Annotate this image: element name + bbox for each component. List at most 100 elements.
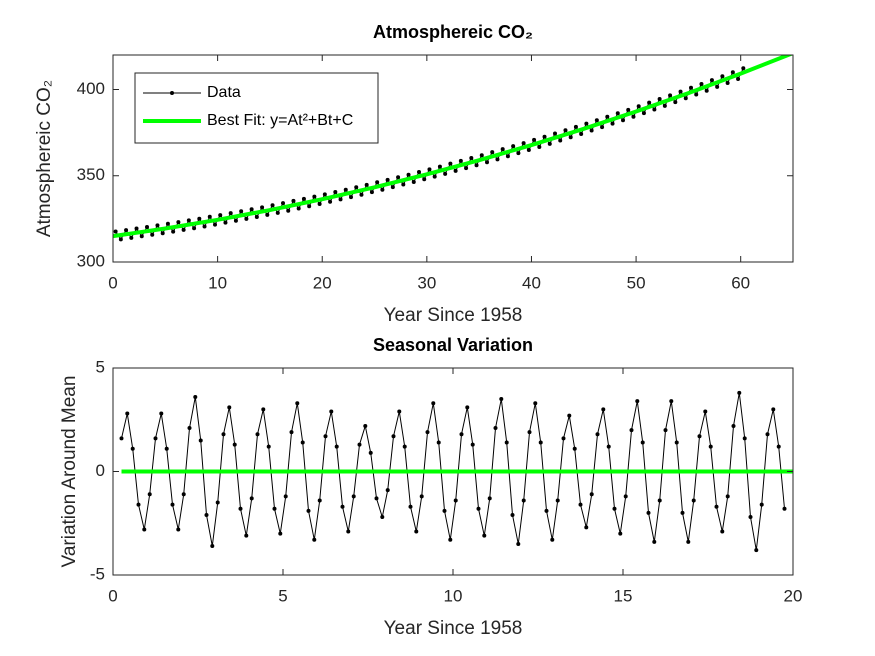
data-point [385, 488, 390, 493]
data-point [708, 444, 713, 449]
data-point [621, 118, 625, 123]
data-point [636, 104, 641, 109]
data-point [526, 148, 531, 153]
x-tick-label: 15 [614, 586, 633, 605]
data-point [704, 88, 709, 93]
data-point [579, 132, 584, 137]
data-point [453, 498, 458, 503]
data-point [640, 440, 645, 445]
data-point [171, 229, 176, 234]
data-point [683, 96, 688, 101]
data-point [474, 163, 479, 168]
y-tick-label: -5 [90, 564, 105, 583]
legend-marker [170, 91, 174, 95]
data-point [397, 409, 402, 414]
data-point [295, 401, 300, 406]
data-point [589, 492, 594, 497]
data-point [516, 151, 521, 156]
data-point [160, 231, 165, 236]
data-point [244, 533, 249, 538]
data-point [238, 506, 243, 511]
data-point [193, 394, 198, 399]
y-tick-label: 350 [77, 165, 105, 184]
data-point [754, 548, 759, 553]
data-point [130, 446, 135, 451]
data-point [553, 131, 557, 136]
data-point [573, 124, 578, 129]
data-point [504, 440, 509, 445]
data-point [533, 401, 538, 406]
data-point [197, 216, 202, 221]
data-point [490, 150, 495, 155]
data-point [312, 537, 317, 542]
data-point [402, 444, 407, 449]
data-point [521, 498, 526, 503]
data-point [357, 442, 362, 447]
data-point [181, 227, 186, 232]
data-point [218, 213, 223, 218]
data-point [215, 500, 220, 505]
data-point [584, 525, 589, 530]
data-point [623, 494, 628, 499]
data-point [187, 426, 192, 431]
plot-content [113, 55, 793, 242]
data-point [610, 121, 615, 126]
data-point [771, 407, 776, 412]
data-point [338, 197, 343, 202]
data-point [254, 214, 259, 219]
data-point [204, 512, 209, 517]
data-point [291, 198, 296, 203]
axes-box [112, 54, 794, 263]
data-point [432, 174, 437, 179]
x-tick-label: 20 [313, 273, 332, 292]
data-point [678, 89, 683, 94]
data-point [390, 185, 395, 190]
x-tick-label: 60 [731, 273, 750, 292]
data-point [323, 434, 328, 439]
data-point [165, 221, 170, 226]
data-point [479, 153, 484, 158]
data-point [436, 440, 441, 445]
data-point [631, 114, 636, 119]
data-point [485, 160, 489, 165]
data-point [147, 492, 152, 497]
data-point [286, 208, 291, 213]
data-point [699, 81, 704, 86]
data-point [422, 177, 427, 182]
data-point [741, 66, 746, 71]
data-point [260, 205, 265, 210]
data-point [742, 436, 747, 441]
data-point [464, 166, 469, 171]
data-point [448, 161, 453, 166]
data-point [417, 169, 421, 174]
x-axis-label: Year Since 1958 [384, 305, 523, 326]
data-point [516, 541, 521, 546]
legend-label: Data [207, 84, 241, 101]
data-point [312, 194, 317, 199]
x-tick-label: 10 [444, 586, 463, 605]
x-tick-label: 50 [627, 273, 646, 292]
data-point [265, 212, 270, 217]
data-point [589, 128, 594, 133]
data-point [720, 529, 725, 534]
chart-title: Seasonal Variation [373, 335, 533, 355]
y-tick-label: 5 [96, 357, 105, 376]
data-point [408, 504, 413, 509]
data-point [563, 128, 568, 133]
data-point [748, 515, 753, 520]
data-point [629, 428, 634, 433]
data-point [317, 202, 322, 207]
data-point [511, 144, 516, 149]
data-point [499, 397, 504, 402]
data-point [249, 496, 254, 501]
data-point [567, 413, 572, 418]
data-point [275, 210, 280, 215]
data-point [495, 157, 500, 162]
data-point [118, 237, 123, 242]
x-tick-label: 40 [522, 273, 541, 292]
x-tick-label: 0 [108, 273, 117, 292]
data-point [459, 432, 464, 437]
data-point [414, 529, 419, 534]
data-point [343, 187, 348, 192]
x-tick-label: 30 [417, 273, 436, 292]
